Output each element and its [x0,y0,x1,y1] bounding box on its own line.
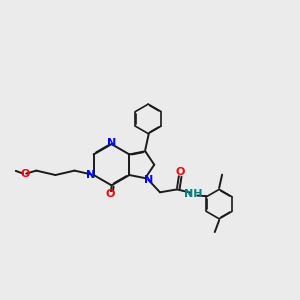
Text: O: O [175,167,184,177]
Text: N: N [107,138,116,148]
Text: O: O [20,169,29,179]
Text: O: O [105,189,115,199]
Text: N: N [85,170,95,180]
Text: NH: NH [184,189,203,199]
Text: N: N [144,175,153,185]
